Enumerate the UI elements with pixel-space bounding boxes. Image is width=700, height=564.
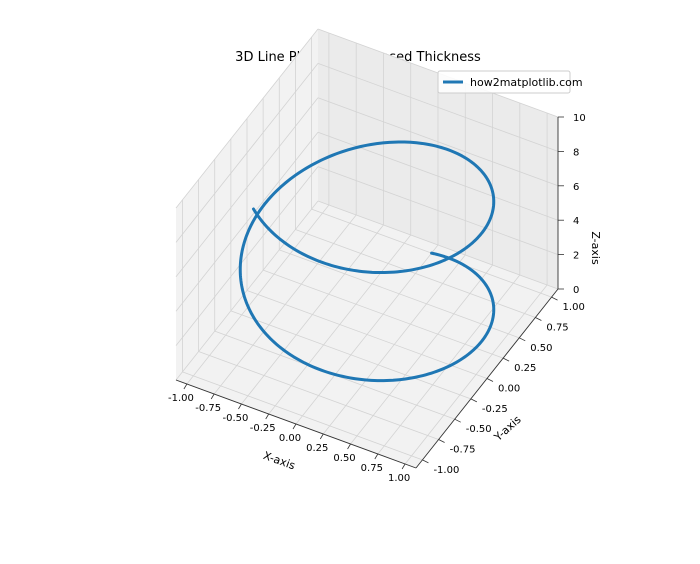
x-tick — [265, 413, 270, 420]
x-tick-label: -0.50 — [223, 413, 249, 424]
y-tick — [454, 418, 461, 423]
x-axis-label: X-axis — [261, 449, 297, 473]
series-layer — [238, 140, 496, 383]
y-tick — [470, 398, 478, 403]
x-tick — [183, 383, 188, 390]
z-tick-label: 8 — [573, 147, 579, 158]
y-tick — [438, 439, 445, 443]
x-tick-label: -0.25 — [250, 423, 276, 434]
x-tick — [292, 423, 297, 430]
x-tick-label: 0.75 — [361, 463, 383, 474]
y-tick — [422, 459, 429, 464]
y-axis-label: Y-axis — [491, 413, 524, 445]
y-tick — [486, 378, 494, 382]
x-tick-label: 0.25 — [306, 443, 328, 454]
axis-panes — [176, 29, 558, 468]
y-grid-line-floor — [230, 310, 471, 400]
y-grid-line-floor — [182, 371, 423, 461]
tick-labels: -1.00-0.75-0.50-0.250.000.250.500.751.00… — [168, 113, 586, 484]
z-tick-label: 0 — [573, 285, 579, 296]
z-grid-line-wall — [175, 131, 319, 312]
y-grid-line-floor — [279, 249, 520, 339]
z-tick-label: 6 — [573, 182, 579, 193]
y-tick — [535, 317, 542, 321]
x-tick-label: 1.00 — [388, 473, 410, 484]
z-grid-line-back — [317, 97, 559, 187]
x-tick — [401, 463, 406, 470]
z-grid-line-wall — [175, 97, 319, 278]
z-grid-line-back — [317, 63, 559, 152]
z-tick-label: 4 — [573, 216, 579, 227]
y-grid-line-floor — [295, 229, 536, 318]
y-tick-label: 1.00 — [563, 302, 585, 313]
z-grid-line-wall — [175, 200, 319, 381]
z-tick-label: 10 — [573, 113, 586, 124]
x-tick-label: -1.00 — [168, 393, 194, 404]
x-tick — [238, 403, 242, 410]
x-tick-label: 0.00 — [279, 433, 301, 444]
x-tick-label: 0.50 — [333, 453, 355, 464]
y-tick — [519, 337, 526, 342]
y-tick-label: 0.50 — [530, 343, 552, 354]
y-grid-line-floor — [198, 351, 439, 440]
z-grid-line-back — [317, 200, 559, 290]
y-tick — [551, 296, 558, 301]
series-line-how2matplotlib — [238, 140, 496, 383]
y-tick-label: -1.00 — [433, 465, 459, 476]
y-grid-line-floor — [263, 269, 504, 359]
legend: how2matplotlib.com — [437, 70, 583, 94]
z-grid-line-wall — [175, 28, 319, 209]
z-axis-label: Z-axis — [589, 231, 602, 265]
y-tick-label: 0.00 — [498, 384, 520, 395]
x-tick — [347, 443, 351, 450]
z-grid-line-wall — [175, 63, 319, 243]
y-tick-label: 0.25 — [514, 363, 536, 374]
y-tick-label: 0.75 — [546, 322, 568, 333]
x-tick — [210, 393, 215, 400]
x-tick — [319, 433, 324, 440]
y-tick-label: -0.50 — [466, 424, 492, 435]
legend-label: how2matplotlib.com — [470, 76, 583, 89]
y-tick-label: -0.75 — [450, 445, 476, 456]
y-tick — [502, 357, 510, 362]
grid-lines — [175, 28, 559, 465]
x-tick-label: -0.75 — [195, 403, 221, 414]
y-tick-label: -0.25 — [482, 404, 508, 415]
z-tick-label: 2 — [573, 251, 579, 262]
y-grid-line-floor — [246, 290, 488, 379]
z-grid-line-back — [317, 166, 559, 255]
legend-box — [437, 70, 571, 94]
x-tick — [374, 453, 379, 460]
z-grid-line-wall — [175, 166, 319, 346]
